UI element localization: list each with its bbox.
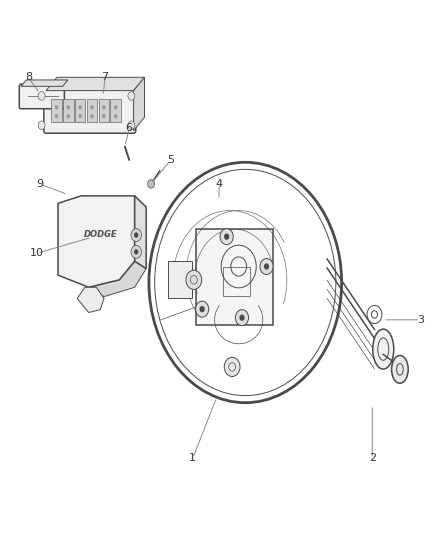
Bar	[87, 99, 97, 122]
Text: 7: 7	[102, 72, 109, 82]
Circle shape	[131, 229, 141, 241]
Polygon shape	[88, 261, 146, 296]
Circle shape	[114, 114, 117, 118]
Circle shape	[195, 301, 208, 317]
Polygon shape	[21, 80, 68, 86]
Bar	[167, 261, 192, 298]
Circle shape	[134, 232, 138, 238]
Circle shape	[67, 114, 70, 118]
Circle shape	[224, 233, 230, 240]
Text: 10: 10	[30, 248, 44, 258]
FancyBboxPatch shape	[19, 84, 64, 109]
Circle shape	[90, 105, 94, 109]
Text: DODGE: DODGE	[84, 230, 118, 239]
Circle shape	[55, 105, 58, 109]
Circle shape	[102, 105, 106, 109]
Bar	[99, 99, 109, 122]
Text: 3: 3	[417, 315, 424, 325]
Polygon shape	[134, 77, 145, 131]
Bar	[63, 99, 74, 122]
Circle shape	[148, 180, 155, 188]
Circle shape	[38, 92, 45, 100]
Ellipse shape	[392, 356, 408, 383]
Circle shape	[114, 105, 117, 109]
Bar	[223, 266, 250, 296]
Text: DODGE: DODGE	[84, 230, 118, 239]
Circle shape	[264, 263, 269, 270]
Circle shape	[90, 114, 94, 118]
Circle shape	[131, 245, 141, 258]
Polygon shape	[196, 229, 272, 325]
Text: 6: 6	[126, 123, 133, 133]
Polygon shape	[46, 77, 145, 91]
Text: 8: 8	[25, 72, 32, 82]
Circle shape	[186, 270, 201, 289]
Circle shape	[236, 310, 249, 326]
Ellipse shape	[373, 329, 394, 369]
Circle shape	[128, 92, 135, 100]
Circle shape	[78, 105, 82, 109]
Circle shape	[102, 114, 106, 118]
Circle shape	[260, 259, 273, 274]
Circle shape	[78, 114, 82, 118]
Circle shape	[239, 314, 244, 321]
Bar	[51, 99, 62, 122]
Circle shape	[38, 121, 45, 130]
Circle shape	[220, 229, 233, 245]
Circle shape	[55, 114, 58, 118]
FancyBboxPatch shape	[44, 88, 136, 133]
Polygon shape	[77, 287, 104, 312]
Polygon shape	[58, 196, 135, 287]
Circle shape	[134, 249, 138, 255]
Circle shape	[128, 121, 135, 130]
Text: 9: 9	[36, 179, 43, 189]
Text: 1: 1	[189, 454, 196, 463]
Text: 5: 5	[167, 155, 174, 165]
Bar	[110, 99, 121, 122]
Bar	[75, 99, 85, 122]
Circle shape	[224, 357, 240, 376]
Circle shape	[200, 306, 205, 312]
Text: 2: 2	[369, 454, 376, 463]
Circle shape	[67, 105, 70, 109]
Polygon shape	[135, 196, 146, 269]
Text: 4: 4	[215, 179, 223, 189]
